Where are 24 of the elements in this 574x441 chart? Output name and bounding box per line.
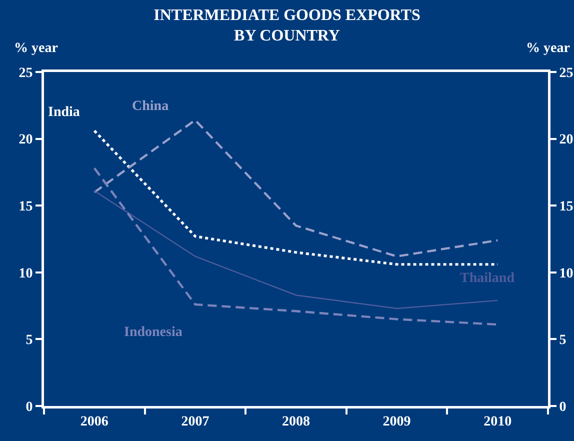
series-label: Indonesia [124,325,182,340]
x-tick-label: 2007 [181,414,210,430]
y2-tick-label: 5 [559,333,566,348]
y-axis-title: % year [14,41,58,56]
y2-tick-label: 15 [559,200,574,214]
y-tick-label: 15 [18,200,33,214]
y2-axis-title: % year [526,41,570,56]
y2-tick-label: 25 [559,66,574,81]
x-tick-label: 2009 [382,414,411,430]
x-tick-label: 2006 [80,414,108,430]
x-tick-label: 2008 [282,414,310,430]
y2-tick-label: 0 [559,400,566,415]
y-tick-label: 5 [26,333,33,348]
series-label: India [48,105,80,120]
y-tick-label: 0 [26,400,33,415]
y-tick-label: 25 [18,66,33,81]
chart-title: INTERMEDIATE GOODS EXPORTS BY COUNTRY [154,6,420,45]
y2-tick-label: 10 [559,266,574,282]
series-label: China [132,99,169,114]
x-tick-label: 2010 [484,414,512,430]
y-tick-label: 20 [18,132,33,148]
y-tick-label: 10 [18,266,33,282]
y2-tick-label: 20 [559,132,574,148]
series-label: Thailand [460,271,515,286]
